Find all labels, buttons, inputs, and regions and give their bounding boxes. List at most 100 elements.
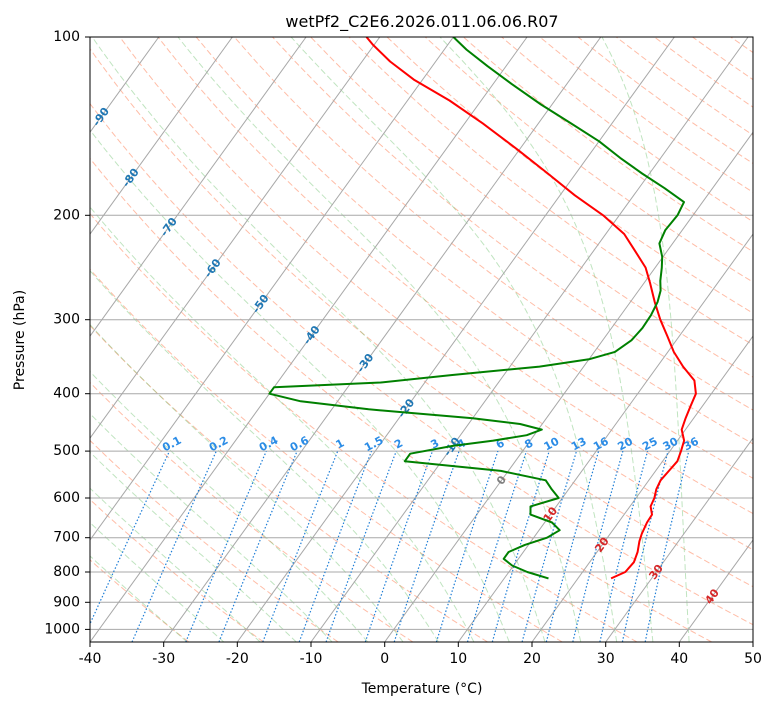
isotherm-gridline [90,37,307,337]
mixing-ratio-label: 13 [569,435,589,454]
chart-title: wetPf2_C2E6.2026.011.06.06.R07 [285,12,558,32]
dry-adiabat-line [654,37,753,108]
mixing-ratio-line [262,450,339,642]
plot-frame [89,36,754,643]
dry-adiabat-line [386,37,753,314]
plot-area: 0.1 0.2 0.4 0.6 1 1.5 2 3 4 6 8 10 13 16 20 25 30 36-100-… [0,37,775,642]
mixing-ratio-line [218,450,298,642]
isotherm-label: 0 [494,473,509,487]
y-tick-label: 900 [53,594,80,610]
x-tick-label: 10 [449,651,467,667]
moist-adiabat-line [90,129,510,642]
mixing-ratio-line [325,450,397,642]
y-tick-label: 600 [53,490,80,506]
x-axis-label: Temperature (°C) [361,681,483,697]
x-tick-label: -20 [226,651,249,667]
moist-adiabat-line [90,206,475,642]
x-tick-label: -40 [79,651,102,667]
dry-adiabat-line [615,37,753,136]
isotherm-label: -50 [250,292,272,316]
moist-adiabat-line [90,521,225,642]
isotherm-label: -20 [395,396,417,420]
mixing-ratio-label: 10 [542,435,562,454]
mixing-ratio-label: 20 [615,435,635,454]
x-tick-label: 50 [744,651,762,667]
mixing-ratio-line [599,450,649,642]
y-tick-label: 1000 [44,621,80,637]
mixing-ratio-label: 36 [681,435,701,454]
moist-adiabat-line [90,323,404,642]
y-tick-label: 100 [53,29,80,45]
mixing-ratio-line [435,450,499,642]
isotherm-label: -30 [354,351,376,375]
isotherm-label: -70 [158,215,180,239]
dry-adiabat-line [539,37,753,193]
y-tick-label: 700 [53,530,80,546]
moist-adiabat-line [439,37,654,642]
isotherm-gridline [0,37,11,642]
x-tick-label: 30 [597,651,615,667]
isotherm-gridline [90,37,381,439]
isotherm-label: 30 [646,562,666,582]
mixing-ratio-line [545,450,600,642]
moist-adiabat-line [90,270,439,642]
dry-adiabat-line [90,157,712,642]
mixing-ratio-label: 30 [661,435,681,454]
dry-adiabat-line [769,37,775,642]
mixing-ratio-line [521,450,578,642]
dry-adiabat-line [692,37,753,81]
isotherm-label: 40 [702,586,722,606]
y-tick-label: 200 [53,207,80,223]
y-tick-label: 300 [53,312,80,328]
mixing-ratio-line [644,450,690,642]
mixing-ratio-line [621,450,669,642]
x-tick-label: 20 [523,651,541,667]
dry-adiabat-line [272,37,753,411]
mixing-ratio-line [572,450,624,642]
isotherm-label: -90 [90,105,112,129]
moist-adiabat-line [90,412,333,642]
isotherm-gridline [236,37,675,642]
mixing-ratio-line [466,450,528,642]
dry-adiabat-line [90,212,638,642]
dry-adiabat-line [90,324,488,642]
moist-adiabat-line [290,37,618,642]
mixing-ratio-label: 16 [591,435,611,454]
dry-adiabat-line [90,381,414,642]
mixing-ratio-line [491,450,550,642]
isotherm-gridline [310,37,749,642]
isotherm-gridline [384,131,753,642]
dry-adiabat-line [195,37,753,479]
y-tick-label: 400 [53,386,80,402]
dry-adiabat-line [90,268,563,642]
x-tick-label: 0 [380,651,389,667]
axes: -40 -30 -20 -10 0 10 20 30 40 5010020030040050060… [44,29,762,667]
mixing-ratio-line [131,450,217,642]
isotherm-gridline [90,37,454,541]
dry-adiabat-line [233,37,753,445]
moist-adiabat-line [91,37,546,642]
isotherm-gridline [678,539,753,642]
isotherm-gridline [457,233,753,642]
y-axis-label: Pressure (hPa) [12,290,28,390]
mixing-ratio-label: 25 [640,435,660,454]
temperature-series-line [365,37,697,580]
y-tick-label: 500 [53,443,80,459]
mixing-ratio-line [298,450,373,642]
dry-adiabat-line [348,37,753,346]
moist-adiabat-line [90,487,261,642]
x-tick-label: 40 [670,651,688,667]
isotherm-gridline [90,37,233,235]
isotherm-gridline [531,335,753,642]
dry-adiabat-line [310,37,753,378]
moist-adiabat-line [90,370,369,642]
isotherm-gridline [163,37,602,642]
moist-adiabat-line [90,451,297,642]
moist-adiabat-line [601,37,690,642]
isotherm-label: -40 [301,323,323,347]
dry-adiabat-line [90,47,753,588]
isotherm-gridline [752,641,753,642]
x-tick-label: -10 [300,651,323,667]
y-tick-label: 800 [53,564,80,580]
